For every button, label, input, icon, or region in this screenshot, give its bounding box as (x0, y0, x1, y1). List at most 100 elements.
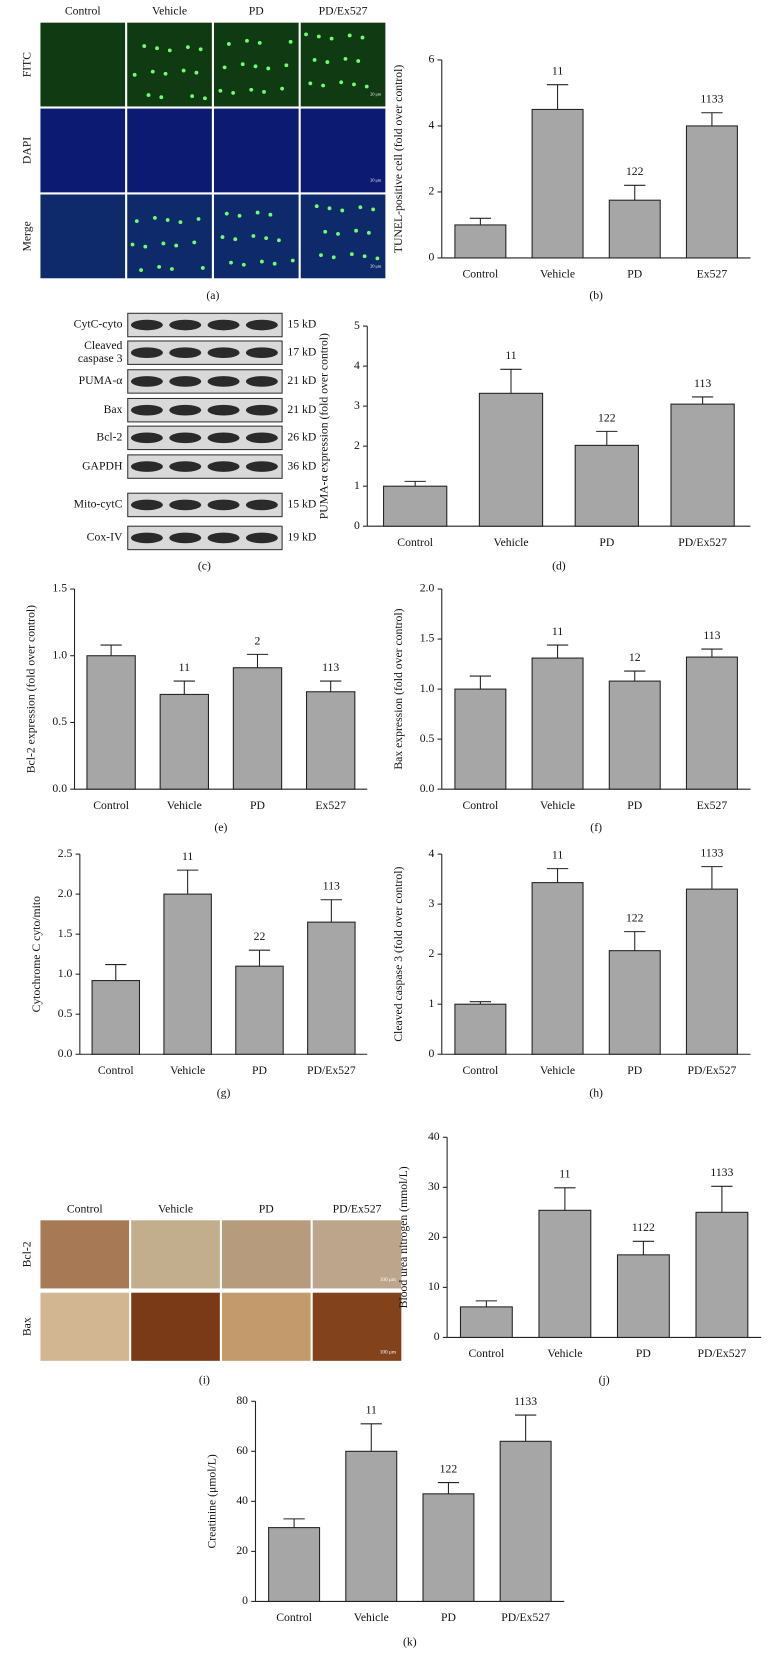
stain-dot (255, 210, 260, 215)
y-axis-label: Bcl-2 expression (fold over control) (25, 605, 38, 773)
blot-band (207, 347, 240, 359)
y-tick-label: 2.5 (58, 847, 73, 860)
x-tick-label: Ex527 (315, 799, 346, 812)
x-tick-label: Vehicle (540, 268, 575, 281)
y-tick-label: 20 (428, 1230, 440, 1243)
y-tick-label: 0 (428, 1047, 434, 1060)
blot-band (130, 432, 163, 444)
error-bar (246, 653, 269, 668)
micrograph (127, 22, 212, 107)
y-tick-label: 10 (428, 1280, 440, 1293)
panel-label: (a) (206, 289, 219, 302)
stain-dot (196, 217, 201, 221)
x-tick-label: Vehicle (547, 1347, 582, 1360)
stain-dot (360, 35, 365, 40)
error-bar (248, 949, 271, 967)
error-bar (469, 217, 492, 225)
blot-box (127, 492, 283, 518)
y-tick-label: 2.0 (420, 582, 435, 595)
bar (608, 950, 661, 1055)
significance-label: 113 (703, 629, 720, 642)
blot-band (245, 376, 278, 387)
y-tick-label: 6 (428, 53, 434, 66)
stain-dot (237, 213, 242, 218)
blot-box (127, 525, 283, 551)
y-tick-label: 0 (434, 1330, 440, 1343)
stain-dot (233, 237, 238, 242)
blot-band (207, 461, 240, 472)
stain-dot (343, 56, 348, 61)
stain-dot (229, 260, 233, 265)
bar (307, 921, 356, 1055)
stain-dot (354, 228, 359, 233)
bar (499, 1440, 552, 1602)
stain-dot (375, 256, 380, 261)
column-label: Vehicle (152, 5, 187, 18)
x-tick-label: PD/Ex527 (688, 1064, 737, 1077)
micrograph (40, 22, 126, 107)
bar (268, 1527, 321, 1602)
blot-band (130, 319, 163, 331)
error-bar (320, 899, 342, 923)
y-tick-label: 1.5 (52, 582, 67, 595)
scale-label: 20 μm (370, 264, 382, 269)
significance-label: 122 (598, 411, 616, 424)
blot-label: Bcl-2 (96, 431, 122, 444)
stain-dot (245, 38, 249, 43)
blot-size: 26 kD (287, 431, 316, 444)
micrograph (213, 194, 299, 279)
error-bar (469, 1001, 492, 1005)
significance-label: 11 (552, 625, 563, 638)
stain-dot (146, 93, 151, 97)
x-tick-label: PD (627, 799, 642, 812)
bar (531, 657, 584, 790)
x-tick-label: PD (627, 1064, 642, 1077)
x-tick-label: PD (441, 1611, 456, 1624)
error-bar (404, 480, 426, 487)
stain-dot (155, 46, 159, 51)
bar (459, 1306, 513, 1338)
micrograph (300, 194, 386, 279)
significance-label: 11 (552, 65, 563, 78)
stain-dot (152, 215, 157, 220)
bar (685, 656, 738, 790)
x-tick-label: Control (463, 799, 500, 812)
blot-size: 21 kD (287, 403, 316, 416)
bar (616, 1254, 670, 1338)
column-label: PD/Ex527 (319, 5, 368, 18)
stain-dot (266, 66, 271, 71)
bar (454, 1003, 507, 1055)
y-axis-label: Bax expression (fold over control) (392, 608, 405, 769)
x-tick-label: Vehicle (170, 1064, 205, 1077)
error-bar (320, 680, 342, 692)
micrograph (127, 108, 212, 193)
blot-label: caspase 3 (78, 352, 123, 365)
blot-band (207, 404, 240, 416)
y-tick-label: 1.0 (420, 682, 435, 695)
error-bar (173, 680, 195, 695)
panel-label: (c) (198, 559, 211, 572)
blot-size: 21 kD (287, 374, 316, 387)
stain-dot (231, 91, 236, 95)
stain-dot (181, 68, 186, 73)
error-bar (475, 1300, 498, 1307)
blot-box (127, 454, 283, 479)
error-bar (632, 1240, 655, 1255)
blot-band (245, 532, 278, 544)
y-tick-label: 1 (428, 997, 434, 1010)
blot-band (207, 499, 240, 511)
y-tick-label: 2 (428, 947, 434, 960)
significance-label: 1133 (700, 847, 723, 860)
significance-label: 11 (559, 1168, 570, 1181)
blot-band (130, 499, 163, 511)
y-tick-label: 3 (428, 897, 434, 910)
panel-label: (e) (214, 821, 227, 834)
stain-dot (139, 268, 143, 272)
blot-size: 17 kD (287, 345, 316, 358)
blot-band (169, 319, 202, 331)
bar (531, 882, 584, 1055)
bar (305, 691, 356, 790)
blot-band (169, 432, 202, 444)
ihc-image (131, 1220, 220, 1289)
stain-dot (159, 95, 164, 100)
